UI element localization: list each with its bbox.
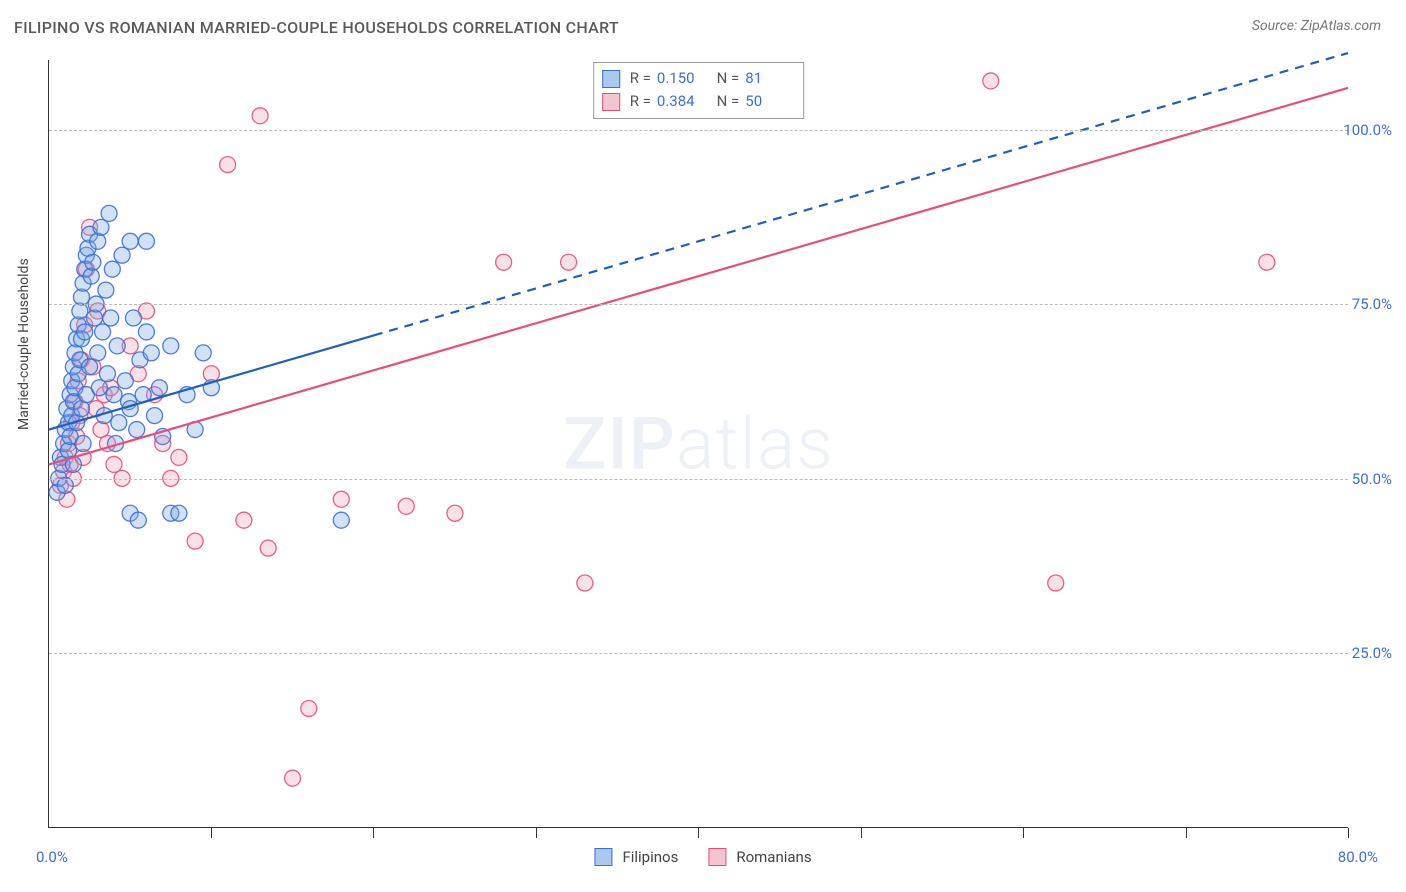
data-point (983, 73, 999, 89)
corr-R-value: 0.150 (657, 67, 707, 90)
plot-area: ZIPatlas R = 0.150 N = 81 R = 0.384 N = … (48, 60, 1348, 828)
trendline (374, 53, 1348, 335)
data-point (195, 345, 211, 361)
data-point (106, 387, 122, 403)
xtick (698, 828, 699, 838)
data-point (333, 512, 349, 528)
x-origin-label: 0.0% (36, 848, 68, 866)
corr-N-label: N = (713, 67, 739, 90)
correlation-legend: R = 0.150 N = 81 R = 0.384 N = 50 (593, 62, 805, 119)
data-point (496, 254, 512, 270)
gridline (49, 304, 1348, 305)
ytick-label: 50.0% (1352, 470, 1392, 488)
ytick-label: 75.0% (1352, 295, 1392, 313)
data-point (106, 456, 122, 472)
corr-N-value: 81 (745, 67, 795, 90)
ytick-label: 25.0% (1352, 644, 1392, 662)
legend-item: Romanians (708, 848, 811, 866)
data-point (85, 254, 101, 270)
data-point (90, 345, 106, 361)
y-axis-label: Married-couple Households (16, 258, 32, 430)
data-point (447, 505, 463, 521)
data-point (138, 233, 154, 249)
xtick (536, 828, 537, 838)
data-point (129, 422, 145, 438)
data-point (151, 380, 167, 396)
data-point (260, 540, 276, 556)
series-legend: Filipinos Romanians (594, 848, 811, 866)
gridline (49, 479, 1348, 480)
data-point (98, 282, 114, 298)
swatch-icon (594, 848, 612, 866)
corr-R-label: R = (630, 90, 651, 113)
data-point (125, 310, 141, 326)
corr-R-value: 0.384 (657, 90, 707, 113)
data-point (130, 512, 146, 528)
legend-item: Filipinos (594, 848, 678, 866)
data-point (111, 415, 127, 431)
trendline (49, 88, 1348, 465)
data-point (333, 491, 349, 507)
data-point (252, 108, 268, 124)
data-point (75, 436, 91, 452)
data-point (143, 345, 159, 361)
data-point (103, 310, 119, 326)
data-point (114, 247, 130, 263)
swatch-icon (708, 848, 726, 866)
data-point (93, 219, 109, 235)
data-point (104, 261, 120, 277)
ytick-label: 100.0% (1343, 121, 1392, 139)
data-point (109, 338, 125, 354)
data-point (90, 233, 106, 249)
chart-title: FILIPINO VS ROMANIAN MARRIED-COUPLE HOUS… (14, 18, 619, 37)
data-point (95, 324, 111, 340)
data-point (577, 575, 593, 591)
data-point (398, 498, 414, 514)
swatch-icon (602, 70, 620, 88)
legend-label: Filipinos (622, 848, 678, 866)
data-point (147, 408, 163, 424)
data-point (236, 512, 252, 528)
data-point (220, 157, 236, 173)
corr-row: R = 0.150 N = 81 (602, 67, 796, 90)
xtick (1186, 828, 1187, 838)
data-point (171, 505, 187, 521)
data-point (77, 324, 93, 340)
data-point (117, 373, 133, 389)
data-point (301, 700, 317, 716)
corr-row: R = 0.384 N = 50 (602, 90, 796, 113)
data-point (163, 338, 179, 354)
data-point (91, 380, 107, 396)
xtick (211, 828, 212, 838)
xtick (1348, 828, 1349, 838)
data-point (1048, 575, 1064, 591)
data-point (561, 254, 577, 270)
xtick (1023, 828, 1024, 838)
gridline (49, 653, 1348, 654)
gridline (49, 130, 1348, 131)
corr-R-label: R = (630, 67, 651, 90)
data-point (122, 233, 138, 249)
legend-label: Romanians (736, 848, 811, 866)
data-point (138, 324, 154, 340)
corr-N-label: N = (713, 90, 739, 113)
data-point (285, 770, 301, 786)
data-point (171, 449, 187, 465)
data-point (1259, 254, 1275, 270)
x-max-label: 80.0% (1338, 848, 1378, 866)
data-point (82, 359, 98, 375)
data-point (187, 533, 203, 549)
xtick (861, 828, 862, 838)
xtick (373, 828, 374, 838)
corr-N-value: 50 (745, 90, 795, 113)
data-point (101, 205, 117, 221)
chart-source: Source: ZipAtlas.com (1252, 18, 1381, 34)
data-point (99, 366, 115, 382)
swatch-icon (602, 93, 620, 111)
